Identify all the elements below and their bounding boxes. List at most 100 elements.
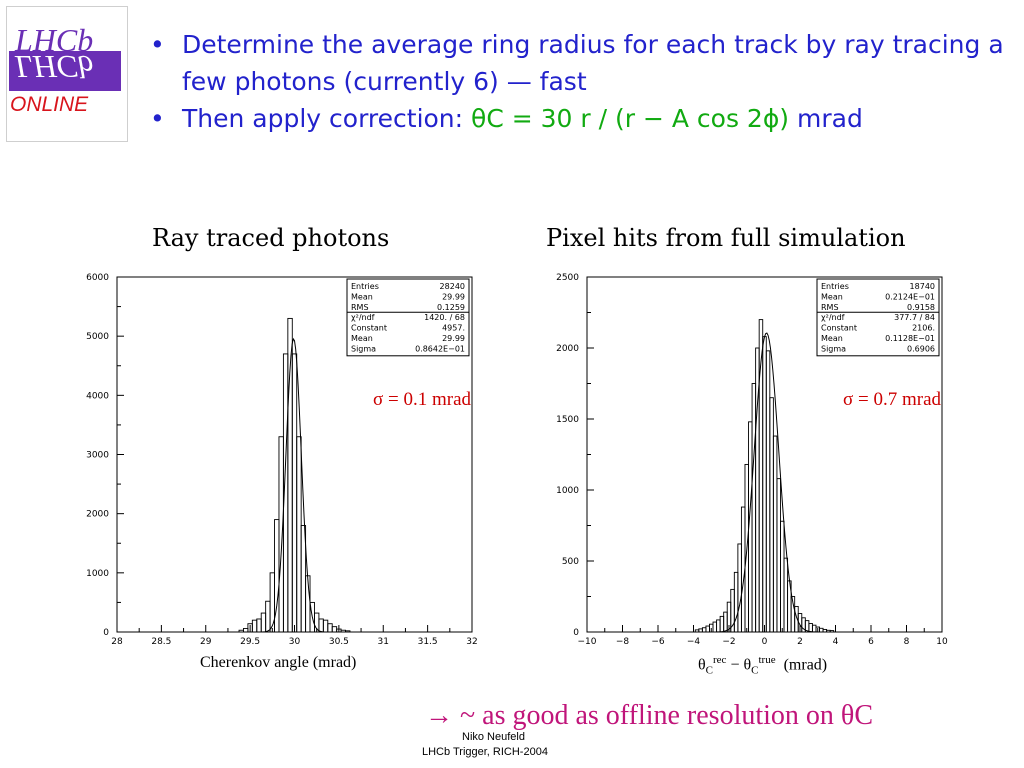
stats-box-frame (346, 278, 470, 357)
sigma-annotation: σ = 0.1 mrad (373, 389, 471, 410)
x-tick-label: 10 (936, 637, 948, 647)
x-tick-label: 8 (904, 637, 910, 647)
x-tick-label: −4 (687, 637, 701, 647)
x-tick-label: 30.5 (329, 637, 349, 647)
histogram-pixel-hits: −10 −8 −6 −4 −2 0 2 4 6 8 10 0 500 1000 1500 2000 2500 En… (556, 273, 948, 647)
y-tick-label: 2000 (556, 344, 579, 354)
histogram-bar (701, 627, 707, 633)
stats-label: Mean (821, 292, 843, 301)
histogram-bar (765, 350, 771, 633)
histogram-bar (737, 543, 742, 633)
bullet-dot: • (150, 104, 165, 133)
stats-value: 0.2124E−01 (885, 292, 935, 301)
x-tick-label: 2 (797, 637, 803, 647)
stats-label: Sigma (351, 344, 376, 353)
stats-value: 28240 (440, 282, 465, 291)
y-tick-label: 1500 (556, 415, 579, 425)
bullet-text: Determine the average ring radius for ea… (182, 30, 1004, 96)
histogram-bar (322, 619, 329, 633)
stats-value: 0.1128E−01 (885, 334, 935, 343)
stats-box: Entries 28240 Mean 29.99 RMS 0.1259 χ²/ndf 1420… (346, 278, 470, 357)
stats-box-frame (816, 278, 940, 357)
x-tick-label: 32 (466, 637, 477, 647)
bullet-item-correction: • Then apply correction: θC = 30 r / (r … (150, 100, 1010, 137)
x-tick-label: 28.5 (151, 637, 171, 647)
logo-text-lhcb: LHCb (14, 22, 93, 58)
histogram-bar (769, 397, 774, 633)
y-tick-label: 0 (103, 628, 109, 638)
y-tick-label: 2000 (86, 510, 109, 520)
stats-value: 4957. (442, 324, 465, 333)
x-tick-label: 31.5 (418, 637, 438, 647)
histogram-bar (251, 619, 258, 633)
stats-value: 29.99 (442, 334, 465, 343)
x-tick-label: 29.5 (240, 637, 260, 647)
logo-purple-band (9, 51, 121, 91)
y-tick-label: 2500 (556, 273, 579, 283)
histogram-bar (762, 336, 767, 633)
y-tick-label: 0 (573, 628, 579, 638)
x-tick-label: 30 (289, 637, 301, 647)
y-tick-label: 4000 (86, 391, 109, 401)
x-tick-label: 28 (111, 637, 123, 647)
lhcb-logo-graphic: LHCb LHCb ONLINE (9, 22, 121, 116)
correction-formula: θC = 30 r / (r − A cos 2ϕ) (471, 104, 790, 133)
stats-label: RMS (821, 303, 839, 312)
stats-value: 2106. (912, 324, 935, 333)
histogram-bar (327, 623, 333, 633)
histogram-bar (712, 621, 718, 633)
x-tick-label: 29 (200, 637, 212, 647)
y-tick-label: 5000 (86, 332, 109, 342)
stats-label: Mean (821, 334, 843, 343)
conclusion-text: → ~ as good as offline resolution on θC (425, 700, 873, 731)
stats-label: Mean (351, 292, 373, 301)
histogram-bar (265, 600, 271, 633)
bullet-list: • Determine the average ring radius for … (150, 26, 1010, 137)
histogram-bar (819, 627, 824, 633)
logo-text-online: ONLINE (10, 93, 89, 116)
histogram-bar (256, 618, 262, 633)
stats-value: 0.9158 (907, 303, 935, 312)
stats-label: Constant (821, 324, 857, 333)
histogram-bar (291, 353, 298, 633)
histogram-bar (243, 628, 249, 633)
x-tick-label: 6 (868, 637, 874, 647)
histogram-bar (783, 557, 789, 633)
histogram-bar (723, 611, 728, 633)
histogram-bar (278, 436, 284, 633)
histogram-bar (751, 383, 757, 633)
lhcb-online-logo: LHCb LHCb ONLINE (6, 6, 128, 142)
x-tick-label: −2 (722, 637, 735, 647)
logo-text-lhcb-mirror: LHCb (14, 49, 93, 85)
histogram-bar (733, 571, 739, 633)
gaussian-fit-curve (587, 332, 942, 633)
histogram-bar (260, 612, 267, 633)
histogram-bar (331, 626, 338, 633)
histogram-bar (808, 623, 813, 633)
stats-value: 29.99 (442, 292, 465, 301)
stats-value: 0.6906 (907, 344, 935, 353)
x-tick-label: 0 (762, 637, 768, 647)
footer-event: LHCb Trigger, RICH-2004 (422, 746, 548, 758)
stats-label: Sigma (821, 344, 846, 353)
histogram-bar (318, 618, 324, 633)
histogram-bar (772, 435, 778, 633)
histogram-bar (705, 625, 710, 633)
stats-label: Constant (351, 324, 387, 333)
y-tick-label: 500 (562, 557, 579, 567)
xaxis-title-cherenkov: Cherenkov angle (mrad) (200, 654, 357, 671)
y-tick-label: 1000 (86, 569, 109, 579)
histogram-bar (296, 436, 302, 633)
bullet-item-ray-tracing: • Determine the average ring radius for … (150, 26, 1010, 100)
stats-label: χ²/ndf (821, 313, 845, 322)
stats-value: 0.1259 (437, 303, 465, 312)
sigma-annotation: σ = 0.7 mrad (843, 389, 941, 410)
chart-title-pixel-hits: Pixel hits from full simulation (546, 224, 906, 252)
bullet-suffix: mrad (797, 104, 863, 133)
histogram-bar (780, 520, 785, 633)
stats-value: 1420. / 68 (424, 313, 465, 322)
histogram-bar (716, 619, 721, 633)
x-tick-label: 4 (833, 637, 839, 647)
y-tick-label: 6000 (86, 273, 109, 283)
stats-value: 377.7 / 84 (894, 313, 935, 322)
